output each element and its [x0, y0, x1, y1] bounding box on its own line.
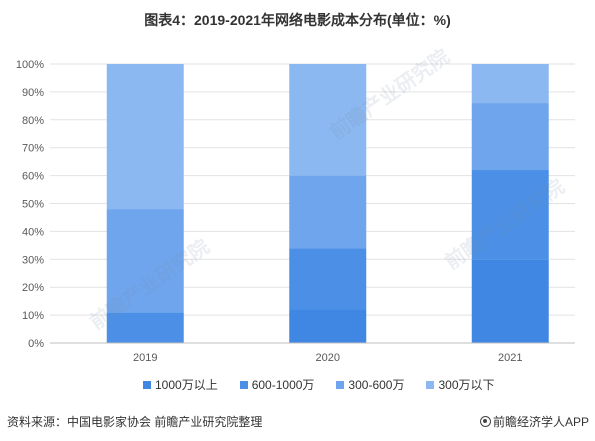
- legend-item: 1000万以上: [143, 376, 218, 393]
- y-tick-label: 10%: [22, 310, 44, 322]
- legend-item: 600-1000万: [239, 376, 315, 393]
- y-tick-label: 40%: [22, 226, 44, 238]
- bar-2019-series-4: [106, 64, 184, 210]
- brand-credit: 前瞻经济学人APP: [479, 413, 589, 430]
- bar-2020-series-2: [289, 248, 367, 310]
- legend-label: 300万以下: [438, 378, 495, 392]
- chart-title: 图表4：2019-2021年网络电影成本分布(单位：%): [144, 12, 451, 28]
- legend-item: 300万以下: [426, 376, 495, 393]
- x-tick-label: 2019: [133, 352, 157, 364]
- legend-swatch: [336, 380, 345, 389]
- bar-2020-series-3: [289, 175, 367, 249]
- bar-2020-series-1: [289, 309, 367, 343]
- y-tick-label: 80%: [22, 115, 44, 127]
- y-tick-label: 60%: [22, 171, 44, 183]
- x-tick-label: 2020: [316, 352, 340, 364]
- y-tick-label: 20%: [22, 282, 44, 294]
- y-tick-label: 0%: [28, 338, 44, 350]
- legend-label: 300-600万: [348, 378, 405, 392]
- y-tick-label: 90%: [22, 87, 44, 99]
- brand-label: 前瞻经济学人APP: [492, 415, 589, 429]
- y-tick-label: 100%: [16, 59, 44, 71]
- bar-2021-series-2: [471, 170, 549, 260]
- bar-2021-series-3: [471, 103, 549, 171]
- qianzhan-logo-icon: [479, 416, 491, 427]
- y-axis-ticks: 0% 10% 20% 30% 40% 50% 60% 70% 80% 90% 100%: [16, 59, 44, 350]
- y-tick-label: 30%: [22, 254, 44, 266]
- x-axis-ticks: 2019 2020 2021: [133, 352, 522, 364]
- y-tick-label: 70%: [22, 143, 44, 155]
- legend: 1000万以上 600-1000万 300-600万 300万以下: [143, 376, 495, 393]
- bar-2019-series-2: [106, 312, 184, 343]
- legend-swatch: [143, 380, 151, 389]
- bars: [106, 64, 549, 343]
- legend-swatch: [426, 380, 435, 389]
- x-tick-label: 2021: [498, 352, 522, 364]
- legend-swatch: [239, 380, 248, 389]
- legend-label: 600-1000万: [251, 378, 315, 392]
- legend-label: 1000万以上: [155, 378, 218, 392]
- bar-2020-series-4: [289, 64, 367, 176]
- bar-2021-series-1: [471, 259, 549, 343]
- legend-item: 300-600万: [336, 376, 404, 393]
- bar-2019-series-3: [106, 209, 184, 313]
- bar-2021-series-4: [471, 64, 549, 104]
- y-tick-label: 50%: [22, 199, 44, 211]
- source-note: 资料来源：中国电影家协会 前瞻产业研究院整理: [7, 415, 263, 429]
